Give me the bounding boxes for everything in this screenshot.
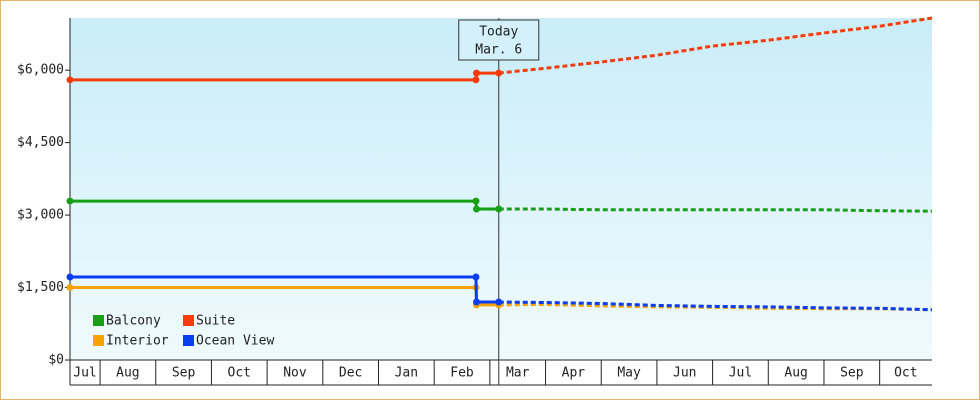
point xyxy=(495,298,503,306)
x-tick-label: Jun xyxy=(673,366,696,381)
today-box xyxy=(458,19,540,61)
series-line xyxy=(70,275,499,304)
x-tick-label: Jul xyxy=(73,366,96,381)
point xyxy=(472,69,480,77)
point xyxy=(66,273,74,281)
legend-swatch xyxy=(183,335,194,346)
legend-label: Balcony xyxy=(106,314,161,329)
point xyxy=(66,76,74,84)
point xyxy=(472,273,480,281)
series-forecast-line xyxy=(498,16,933,75)
x-tick-label: Mar xyxy=(506,366,530,381)
x-tick-label: Oct xyxy=(228,366,251,381)
y-tick-label: $3,000 xyxy=(17,208,64,223)
legend-swatch xyxy=(93,315,104,326)
y-tick-label: $0 xyxy=(48,353,64,368)
point xyxy=(472,76,480,84)
x-tick-label: Feb xyxy=(450,366,474,381)
point xyxy=(66,284,74,292)
y-tick-label: $1,500 xyxy=(17,280,64,295)
point xyxy=(495,205,503,213)
x-tick-label: Sep xyxy=(172,366,196,381)
x-tick-label: Sep xyxy=(840,366,864,381)
series-forecast-line xyxy=(498,300,933,312)
series-line xyxy=(70,199,499,211)
today-label: Mar. 6 xyxy=(475,43,522,58)
series-forecast-line xyxy=(498,207,933,213)
x-tick-label: Nov xyxy=(283,366,307,381)
point xyxy=(495,69,503,77)
x-tick-label: Aug xyxy=(116,366,139,381)
legend-swatch xyxy=(183,315,194,326)
point xyxy=(472,205,480,213)
x-tick-label: Dec xyxy=(339,366,362,381)
today-label: Today xyxy=(479,25,518,40)
legend-label: Suite xyxy=(196,314,235,329)
legend-label: Ocean View xyxy=(196,334,274,349)
y-tick-label: $4,500 xyxy=(17,135,64,150)
x-tick-label: Aug xyxy=(784,366,807,381)
point xyxy=(472,197,480,205)
x-tick-label: Jan xyxy=(395,366,418,381)
legend-label: Interior xyxy=(106,334,169,349)
legend-swatch xyxy=(93,335,104,346)
x-tick-label: May xyxy=(617,366,641,381)
x-tick-label: Jul xyxy=(729,366,752,381)
point xyxy=(66,197,74,205)
x-tick-label: Apr xyxy=(562,366,586,381)
point xyxy=(472,298,480,306)
x-tick-label: Oct xyxy=(894,366,917,381)
y-tick-label: $6,000 xyxy=(17,63,64,78)
